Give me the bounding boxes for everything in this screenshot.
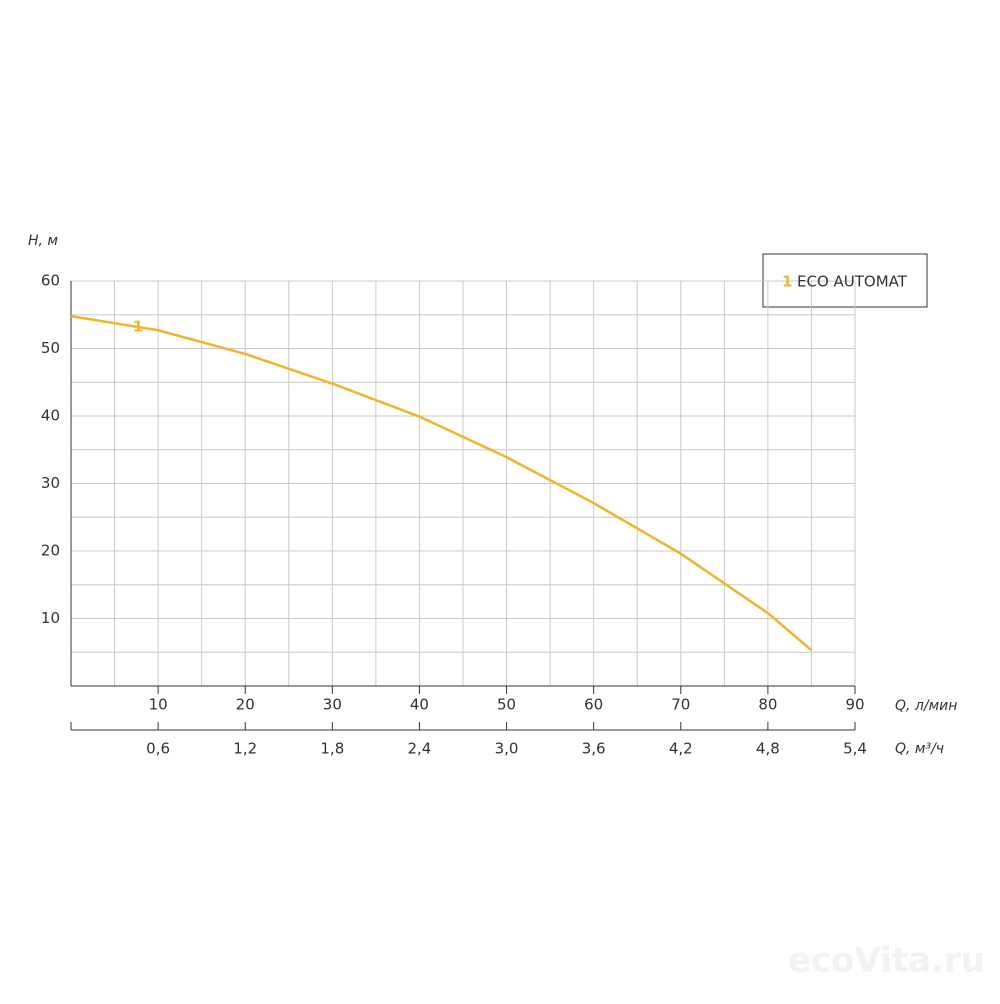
y-tick-label: 50	[41, 339, 60, 357]
x2-tick-label: 4,8	[756, 740, 780, 758]
x-tick-label: 50	[497, 696, 516, 714]
y-tick-label: 20	[41, 542, 60, 560]
y-tick-label: 40	[41, 407, 60, 425]
x-tick-label: 60	[584, 696, 603, 714]
x-tick-label: 90	[845, 696, 864, 714]
x2-tick-label: 1,2	[233, 740, 257, 758]
x2-axis-label: Q, м³/ч	[895, 741, 944, 757]
x-axis-label: Q, л/мин	[895, 698, 957, 714]
x-tick-label: 10	[149, 696, 168, 714]
y-tick-label: 30	[41, 474, 60, 492]
x2-tick-label: 4,2	[669, 740, 693, 758]
series-line	[70, 314, 813, 652]
x2-tick-label: 0,6	[146, 740, 170, 758]
y-axis-label: H, м	[28, 233, 58, 249]
x2-tick-label: 3,0	[495, 740, 519, 758]
x-tick-label: 80	[758, 696, 777, 714]
x2-tick-label: 2,4	[408, 740, 432, 758]
x-tick-label: 70	[671, 696, 690, 714]
x-tick-label: 40	[410, 696, 429, 714]
curve-label: 1	[133, 318, 143, 336]
x2-tick-label: 5,4	[843, 740, 867, 758]
watermark: ecoVita.ru	[788, 941, 985, 981]
x2-tick-label: 3,6	[582, 740, 606, 758]
x-tick-label: 20	[236, 696, 255, 714]
x2-tick-label: 1,8	[320, 740, 344, 758]
y-tick-label: 60	[41, 272, 60, 290]
y-tick-label: 10	[41, 609, 60, 627]
legend-marker: 1	[782, 273, 792, 291]
x-tick-label: 30	[323, 696, 342, 714]
legend-label: ECO AUTOMAT	[797, 273, 908, 291]
